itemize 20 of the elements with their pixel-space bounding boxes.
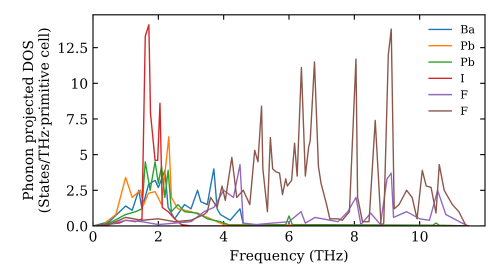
x-tick-label: 10 — [412, 231, 428, 242]
legend-label: F — [460, 106, 468, 115]
legend-label: I — [460, 74, 464, 82]
x-axis-title: Frequency (THz) — [230, 250, 348, 264]
y-tick-label: 12.5 — [58, 42, 88, 54]
y-axis-title: Phonon projected DOS (States/THz·primitive cell) — [22, 28, 52, 212]
x-tick-label: 4 — [220, 231, 228, 242]
x-tick-label: 2 — [154, 231, 162, 242]
y-tick-label: 7.5 — [67, 114, 88, 124]
legend-label: Ba — [460, 25, 475, 34]
legend-label: Pb — [460, 41, 474, 50]
y-tick-label: 5 — [80, 150, 88, 160]
y-tick-label: 10 — [72, 78, 88, 89]
legend-label: Pb — [460, 57, 474, 66]
legend-label: F — [460, 90, 468, 99]
x-tick-label: 6 — [286, 231, 293, 242]
y-tick-label: 2.5 — [66, 185, 88, 196]
y-tick-label: 0.0 — [66, 220, 88, 232]
x-tick-label: 0 — [89, 231, 96, 242]
x-tick-label: 8 — [350, 231, 358, 242]
